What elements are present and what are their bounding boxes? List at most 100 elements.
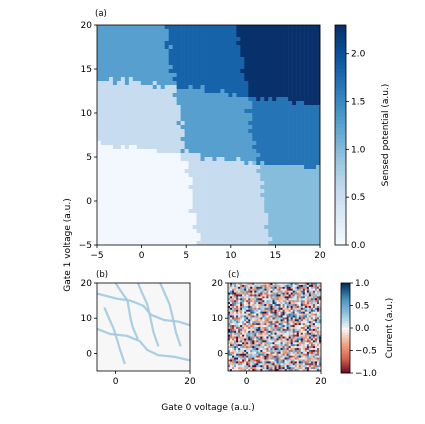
- heatmap-cell: [128, 45, 134, 50]
- noise-cell: [286, 284, 289, 288]
- heatmap-cell: [200, 241, 205, 246]
- noise-cell: [270, 286, 273, 289]
- heatmap-cell: [132, 105, 138, 110]
- heatmap-cell: [284, 189, 289, 194]
- heatmap-cell: [220, 137, 225, 142]
- noise-cell: [296, 327, 299, 330]
- heatmap-cell: [232, 101, 237, 106]
- noise-cell: [238, 321, 241, 324]
- heatmap-cell: [128, 197, 134, 202]
- heatmap-cell: [152, 217, 158, 222]
- heatmap-cell: [288, 225, 293, 230]
- heatmap-cell: [252, 69, 257, 74]
- heatmap-cell: [104, 137, 110, 142]
- heatmap-cell: [184, 65, 189, 70]
- heatmap-cell: [308, 49, 313, 54]
- heatmap-cell: [300, 97, 305, 102]
- heatmap-cell: [272, 105, 277, 110]
- heatmap-cell: [220, 101, 225, 106]
- heatmap-cell: [280, 113, 285, 118]
- noise-cell: [318, 355, 322, 358]
- noise-cell: [308, 353, 312, 356]
- colorbar-a-segment: [335, 193, 346, 198]
- noise-cell: [260, 304, 263, 307]
- noise-cell: [256, 309, 259, 312]
- heatmap-cell: [120, 93, 126, 98]
- heatmap-cell: [116, 133, 122, 138]
- heatmap-cell: [248, 97, 253, 102]
- heatmap-cell: [216, 241, 221, 246]
- heatmap-cell: [148, 137, 154, 142]
- noise-cell: [310, 338, 314, 341]
- heatmap-cell: [136, 133, 142, 138]
- heatmap-cell: [108, 225, 114, 230]
- heatmap-cell: [216, 169, 221, 174]
- heatmap-cell: [108, 69, 114, 74]
- heatmap-cell: [164, 93, 169, 98]
- noise-cell: [302, 336, 306, 339]
- heatmap-cell: [172, 173, 177, 178]
- noise-cell: [270, 300, 273, 303]
- heatmap-cell: [148, 181, 154, 186]
- heatmap-cell: [212, 213, 217, 218]
- heatmap-cell: [196, 117, 201, 122]
- heatmap-cell: [284, 113, 289, 118]
- heatmap-cell: [97, 165, 102, 170]
- heatmap-cell: [264, 241, 269, 246]
- noise-cell: [310, 353, 314, 356]
- heatmap-cell: [288, 161, 293, 166]
- noise-cell: [244, 332, 247, 335]
- noise-cell: [316, 311, 320, 314]
- heatmap-cell: [292, 125, 297, 130]
- heatmap-cell: [184, 69, 189, 74]
- noise-cell: [284, 325, 287, 328]
- heatmap-cell: [188, 65, 193, 70]
- heatmap-cell: [248, 241, 253, 246]
- noise-cell: [276, 336, 279, 339]
- heatmap-cell: [108, 25, 114, 30]
- noise-cell: [264, 292, 267, 295]
- heatmap-cell: [284, 141, 289, 146]
- heatmap-cell: [224, 125, 229, 130]
- heatmap-cell: [196, 229, 201, 234]
- heatmap-cell: [216, 133, 221, 138]
- noise-cell: [262, 319, 265, 322]
- heatmap-cell: [148, 45, 154, 50]
- heatmap-cell: [128, 217, 134, 222]
- heatmap-cell: [172, 93, 177, 98]
- noise-cell: [260, 298, 263, 301]
- noise-cell: [248, 348, 251, 351]
- noise-cell: [316, 321, 320, 324]
- heatmap-cell: [216, 197, 221, 202]
- heatmap-cell: [172, 165, 177, 170]
- noise-cell: [244, 315, 247, 318]
- heatmap-cell: [172, 161, 177, 166]
- heatmap-cell: [156, 37, 162, 42]
- noise-cell: [290, 340, 293, 343]
- noise-cell: [318, 336, 322, 339]
- noise-cell: [234, 325, 237, 328]
- heatmap-cell: [108, 53, 114, 58]
- heatmap-cell: [268, 49, 273, 54]
- heatmap-cell: [256, 233, 261, 238]
- heatmap-cell: [304, 73, 309, 78]
- noise-cell: [296, 283, 299, 286]
- noise-cell: [250, 355, 253, 358]
- noise-cell: [256, 328, 259, 332]
- heatmap-cell: [120, 57, 126, 62]
- noise-cell: [308, 336, 312, 339]
- heatmap-cell: [184, 45, 189, 50]
- heatmap-cell: [260, 213, 265, 218]
- heatmap-cell: [248, 153, 253, 158]
- heatmap-cell: [168, 77, 173, 82]
- heatmap-cell: [152, 41, 158, 46]
- heatmap-cell: [124, 225, 130, 230]
- heatmap-cell: [200, 225, 205, 230]
- noise-cell: [300, 288, 303, 291]
- noise-cell: [270, 288, 273, 291]
- colorbar-a-segment: [335, 32, 346, 37]
- heatmap-cell: [144, 229, 150, 234]
- noise-cell: [228, 292, 231, 295]
- noise-cell: [284, 315, 287, 318]
- heatmap-cell: [304, 169, 309, 174]
